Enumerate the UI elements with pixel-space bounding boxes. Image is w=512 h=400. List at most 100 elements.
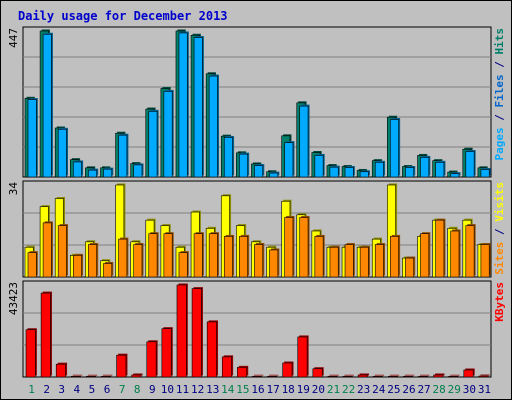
kbytes-bar bbox=[418, 375, 429, 378]
panel-hits-files-pages: 447 Pages / Files / Hits bbox=[7, 26, 506, 178]
legend-part-0: Sites bbox=[493, 242, 506, 275]
kbytes-bar bbox=[312, 368, 323, 378]
chart-panels: 447 Pages / Files / Hits 34 Sites / Visits 4… bbox=[7, 26, 506, 378]
x-tick-label: 28 bbox=[433, 383, 446, 396]
kbytes-bar bbox=[176, 284, 187, 378]
x-tick-label: 5 bbox=[89, 383, 96, 396]
kbytes-bar bbox=[403, 375, 414, 378]
panel-visits-sites: 34 Sites / Visits bbox=[7, 180, 506, 278]
series-legend-label: KBytes bbox=[493, 282, 506, 322]
files-bar bbox=[208, 75, 218, 178]
sites-bar bbox=[223, 236, 233, 278]
bars bbox=[24, 183, 491, 278]
x-tick-label: 1 bbox=[28, 383, 35, 396]
x-tick-label: 25 bbox=[387, 383, 400, 396]
kbytes-bar bbox=[388, 375, 398, 378]
files-bar bbox=[390, 119, 399, 178]
sites-bar bbox=[359, 246, 369, 278]
sites-bar bbox=[148, 233, 158, 278]
x-tick-label: 10 bbox=[161, 383, 174, 396]
kbytes-bar bbox=[478, 375, 489, 378]
kbytes-bar bbox=[191, 288, 202, 378]
sites-bar bbox=[465, 225, 475, 278]
x-tick-label: 29 bbox=[448, 383, 461, 396]
x-axis-labels: 1 2 3 4 5 6 7 8 9 10 11 12 13 14 15 16 17 18 19 20 21 22 23 24 2… bbox=[28, 383, 491, 396]
kbytes-bar-shadow bbox=[374, 374, 385, 376]
files-bar bbox=[163, 91, 173, 178]
x-tick-label: 12 bbox=[191, 383, 204, 396]
files-bar bbox=[133, 164, 143, 178]
y-max-label: 34 bbox=[7, 182, 20, 196]
kbytes-bar bbox=[267, 375, 278, 378]
y-max-label: 43423 bbox=[7, 282, 20, 315]
x-tick-label: 26 bbox=[402, 383, 415, 396]
kbytes-bar bbox=[433, 374, 444, 378]
x-tick-label: 30 bbox=[463, 383, 476, 396]
legend-part-0: Pages bbox=[493, 127, 506, 160]
plot-area bbox=[22, 280, 492, 378]
sites-bar bbox=[269, 249, 279, 278]
sites-bar bbox=[254, 244, 264, 278]
legend-part-1: / bbox=[493, 108, 506, 128]
x-tick-label: 11 bbox=[176, 383, 189, 396]
sites-bar bbox=[133, 244, 143, 278]
kbytes-bar bbox=[357, 374, 368, 378]
sites-bar bbox=[390, 236, 399, 278]
kbytes-bar bbox=[372, 375, 383, 378]
sites-bar bbox=[57, 225, 67, 278]
files-bar bbox=[72, 161, 82, 178]
kbytes-bar-shadow bbox=[344, 374, 354, 376]
legend-part-2: Visits bbox=[493, 182, 506, 222]
sites-bar bbox=[239, 236, 248, 278]
kbytes-bar bbox=[40, 292, 51, 378]
x-tick-label: 19 bbox=[297, 383, 310, 396]
files-bar bbox=[178, 32, 188, 178]
files-bar bbox=[42, 33, 52, 178]
series-legend-label: Sites / Visits bbox=[493, 182, 506, 275]
x-tick-label: 18 bbox=[282, 383, 295, 396]
files-bar bbox=[420, 157, 430, 178]
sites-bar bbox=[420, 233, 430, 278]
sites-bar bbox=[329, 246, 339, 278]
x-tick-label: 20 bbox=[312, 383, 325, 396]
sites-bar bbox=[42, 222, 52, 278]
y-max-label: 447 bbox=[7, 28, 20, 48]
legend-part-0: KBytes bbox=[493, 282, 506, 322]
x-tick-label: 13 bbox=[206, 383, 219, 396]
kbytes-bar-shadow bbox=[133, 373, 143, 376]
sites-bar bbox=[118, 238, 128, 278]
files-bar bbox=[239, 153, 248, 178]
x-tick-label: 21 bbox=[327, 383, 340, 396]
sites-bar bbox=[450, 230, 460, 278]
files-bar bbox=[254, 165, 264, 178]
kbytes-bar-shadow bbox=[480, 374, 490, 376]
files-bar bbox=[329, 166, 339, 178]
sites-bar bbox=[178, 252, 188, 278]
legend-part-4: Hits bbox=[493, 28, 506, 55]
x-tick-label: 2 bbox=[43, 383, 50, 396]
sites-bar bbox=[72, 255, 82, 278]
files-bar bbox=[193, 37, 203, 178]
kbytes-bar-shadow bbox=[329, 374, 339, 376]
kbytes-bar-shadow bbox=[269, 374, 279, 376]
x-tick-label: 24 bbox=[372, 383, 386, 396]
files-bar bbox=[118, 134, 128, 178]
files-bar bbox=[314, 155, 324, 178]
legend-part-2: Files bbox=[493, 74, 506, 107]
series-legend-label: Pages / Files / Hits bbox=[493, 28, 506, 161]
files-bar bbox=[465, 151, 475, 178]
kbytes-bar-shadow bbox=[450, 374, 460, 376]
kbytes-bar bbox=[206, 321, 217, 378]
sites-bar bbox=[88, 244, 97, 278]
files-bar bbox=[88, 169, 97, 178]
kbytes-bar-shadow bbox=[359, 373, 369, 376]
legend-part-3: / bbox=[493, 55, 506, 75]
files-bar bbox=[374, 162, 384, 178]
kbytes-bar-shadow bbox=[420, 374, 430, 376]
kbytes-bar bbox=[282, 362, 293, 378]
kbytes-bar-shadow bbox=[253, 374, 264, 376]
files-bar bbox=[435, 162, 445, 178]
files-bar bbox=[223, 137, 233, 178]
files-bar bbox=[103, 168, 113, 178]
